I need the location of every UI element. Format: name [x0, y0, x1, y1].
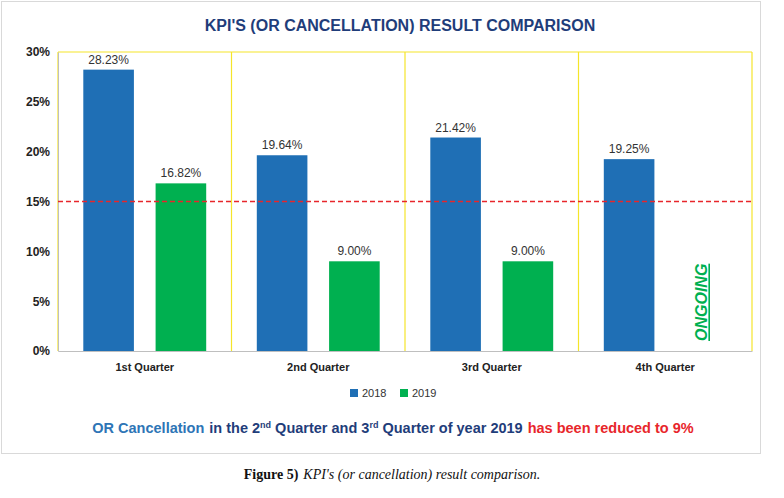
annotation: ONGOING: [693, 264, 710, 341]
bar: [430, 138, 481, 351]
data-label: 19.64%: [262, 138, 303, 152]
y-axis: 0% 5% 10% 15% 20% 25% 30%: [26, 45, 59, 358]
legend-swatch: [400, 389, 408, 397]
note-text: Quarter of year 2019: [378, 420, 522, 436]
y-tick-label: 30%: [26, 45, 50, 59]
title: KPI'S (OR CANCELLATION) RESULT COMPARISO…: [205, 17, 595, 34]
y-tick: 30%: [26, 45, 58, 59]
note-segment: in the 2nd Quarter and 3rd Quarter of ye…: [209, 420, 522, 436]
series-1: [156, 183, 554, 351]
caption-label: Figure 5): [244, 467, 299, 483]
data-label: 9.00%: [511, 244, 545, 258]
legend-item: 2019: [400, 387, 436, 399]
bar: [156, 183, 207, 351]
note-text: 2: [252, 420, 260, 436]
legend-swatch: [350, 389, 358, 397]
bar: [604, 159, 655, 351]
y-tick: 0%: [33, 344, 58, 358]
legend-label: 2019: [412, 387, 436, 399]
y-tick-label: 0%: [33, 344, 51, 358]
y-tick: 25%: [26, 95, 58, 109]
data-label: 28.23%: [88, 53, 129, 67]
note-text: 3: [361, 420, 369, 436]
y-tick-label: 15%: [26, 195, 50, 209]
y-tick-label: 25%: [26, 95, 50, 109]
y-tick: 10%: [26, 245, 58, 259]
x-tick: 4th Quarter: [636, 351, 696, 373]
data-label: 19.25%: [609, 142, 650, 156]
note-superscript: rd: [369, 420, 378, 430]
x-tick: 3rd Quarter: [462, 351, 523, 373]
bar: [257, 155, 308, 351]
note-segment: has been reduced to 9%: [528, 420, 694, 436]
note-text: OR Cancellation: [92, 420, 204, 436]
chart: KPI'S (OR CANCELLATION) RESULT COMPARISO…: [0, 0, 784, 498]
y-tick-label: 10%: [26, 245, 50, 259]
x-axis-line: [59, 351, 753, 352]
separator: [231, 52, 232, 351]
caption: Figure 5)KPI's (or cancellation) result …: [244, 467, 541, 483]
x-tick-label: 4th Quarter: [636, 361, 696, 373]
y-tick: 20%: [26, 145, 58, 159]
note-text: in the: [209, 420, 252, 436]
category-separators: [58, 52, 752, 351]
y-tick: 5%: [33, 295, 58, 309]
x-tick-label: 1st Quarter: [115, 361, 174, 373]
legend-item: 2018: [350, 387, 386, 399]
y-tick: 15%: [26, 195, 58, 209]
caption-text: KPI's (or cancellation) result compariso…: [302, 467, 540, 483]
y-tick-label: 5%: [33, 295, 51, 309]
series-0: [83, 70, 654, 351]
x-tick-label: 2nd Quarter: [287, 361, 350, 373]
data-label: 9.00%: [337, 244, 371, 258]
frame-top: [58, 51, 752, 52]
data-label: 21.42%: [435, 121, 476, 135]
x-tick: 1st Quarter: [115, 351, 174, 373]
bar: [503, 261, 554, 351]
y-tick-label: 20%: [26, 145, 50, 159]
x-tick-label: 3rd Quarter: [462, 361, 523, 373]
bar: [83, 70, 134, 351]
data-labels: 28.23% 19.64% 21.42% 19.25% 16.82% 9.00% 9.00%: [88, 53, 650, 259]
x-tick: 2nd Quarter: [287, 351, 350, 373]
reference-line: [58, 201, 752, 202]
note-text: Quarter and: [271, 420, 361, 436]
note-text: has been reduced to 9%: [528, 420, 694, 436]
note-segment: OR Cancellation: [92, 420, 204, 436]
note-superscript: nd: [260, 420, 271, 430]
note: OR Cancellation in the 2nd Quarter and 3r…: [92, 420, 693, 436]
data-label: 16.82%: [161, 166, 202, 180]
legend: 2018 2019: [350, 387, 436, 399]
legend-label: 2018: [362, 387, 386, 399]
chart-border: [2, 2, 761, 454]
plot-marks: [58, 70, 752, 351]
bar: [329, 261, 380, 351]
x-axis: 1st Quarter 2nd Quarter 3rd Quarter 4th Qua…: [59, 351, 753, 373]
